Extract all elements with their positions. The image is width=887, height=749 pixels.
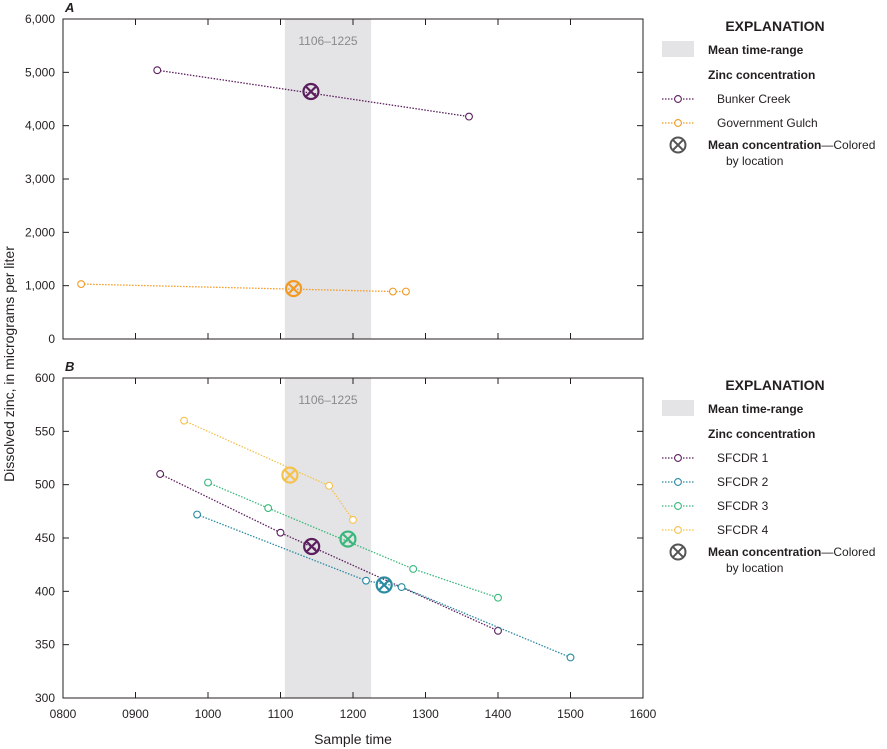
y-tick-label: 6,000 [25, 12, 55, 26]
data-point [567, 654, 574, 661]
legend-mean-concentration-label: Mean concentration—Colored [708, 545, 875, 559]
legend-mean-concentration-label: Mean concentration—Colored [708, 138, 875, 152]
legend-mean-range-label: Mean time-range [708, 402, 804, 416]
legend-series-label: SFCDR 2 [717, 475, 769, 489]
data-point [265, 505, 272, 512]
data-point [410, 566, 417, 573]
legend-group-title: Zinc concentration [708, 68, 815, 82]
x-axis-title: Sample time [314, 731, 392, 747]
zinc-concentration-figure: Dissolved zinc, in micrograms per liter … [0, 0, 887, 749]
y-tick-label: 5,000 [25, 65, 55, 79]
legend-series-point [675, 120, 682, 127]
legend-series-point [675, 455, 682, 462]
legend-series-label: SFCDR 1 [717, 451, 769, 465]
y-tick-label: 2,000 [25, 225, 55, 239]
data-point [181, 417, 188, 424]
legend-swatch-mean-range [662, 41, 694, 57]
panel-letter: A [64, 0, 74, 15]
data-point [154, 67, 161, 74]
legend: EXPLANATION Mean time-range Zinc concentra… [662, 377, 875, 575]
x-tick-label: 0800 [50, 707, 77, 721]
x-tick-label: 1000 [195, 707, 222, 721]
legend-series-point [675, 527, 682, 534]
legend-title: EXPLANATION [725, 18, 824, 34]
y-tick-label: 400 [35, 584, 55, 598]
y-tick-label: 300 [35, 691, 55, 705]
data-point [398, 584, 405, 591]
x-tick-label: 0900 [122, 707, 149, 721]
data-point [389, 288, 396, 295]
legend-mean-concentration-label-line2: by location [726, 154, 783, 168]
x-tick-label: 1400 [485, 707, 512, 721]
legend-swatch-mean-range [662, 400, 694, 416]
legend: EXPLANATION Mean time-range Zinc concentra… [662, 18, 875, 168]
mean-time-range-band [285, 378, 371, 698]
data-point [277, 529, 284, 536]
panel-b: 1106–1225 300 350 400 450 500 550 600 0800 0900 10… [35, 359, 875, 721]
legend-series-point [675, 503, 682, 510]
panel-letter: B [65, 359, 74, 374]
data-point [326, 482, 333, 489]
mean-time-range-label: 1106–1225 [298, 34, 358, 48]
y-tick-label: 350 [35, 638, 55, 652]
x-tick-label: 1600 [630, 707, 657, 721]
mean-time-range-label: 1106–1225 [298, 393, 358, 407]
x-tick-label: 1300 [412, 707, 439, 721]
legend-group-title: Zinc concentration [708, 427, 815, 441]
legend-series-point [675, 479, 682, 486]
legend-series-label: Government Gulch [717, 116, 818, 130]
y-tick-label: 1,000 [25, 279, 55, 293]
legend-series-label: Bunker Creek [717, 92, 791, 106]
x-tick-label: 1100 [268, 707, 294, 721]
legend-mean-concentration-label-line2: by location [726, 561, 783, 575]
y-tick-label: 600 [35, 371, 55, 385]
data-point [78, 281, 85, 288]
legend-series-point [675, 96, 682, 103]
data-point [194, 511, 201, 518]
legend-mean-marker-icon [671, 545, 686, 560]
y-axis-title: Dissolved zinc, in micrograms per liter [1, 246, 17, 482]
x-tick-label: 1200 [340, 707, 367, 721]
legend-series-label: SFCDR 4 [717, 523, 769, 537]
y-tick-label: 3,000 [25, 172, 55, 186]
y-tick-label: 500 [35, 478, 55, 492]
data-point [403, 288, 410, 295]
x-tick-label: 1500 [557, 707, 584, 721]
legend-mean-range-label: Mean time-range [708, 43, 804, 57]
data-point [350, 516, 357, 523]
data-point [205, 479, 212, 486]
data-point [466, 113, 473, 120]
y-tick-label: 450 [35, 531, 55, 545]
y-tick-label: 4,000 [25, 119, 55, 133]
panel-a: 1106–1225 0 1,000 2,000 3,000 4,000 5,000 6,000… [25, 0, 875, 346]
data-point [363, 577, 370, 584]
legend-mean-marker-icon [671, 138, 686, 153]
series-sfcdr-2 [194, 511, 574, 661]
legend-series-label: SFCDR 3 [717, 499, 769, 513]
y-tick-label: 550 [35, 424, 55, 438]
data-point [495, 594, 502, 601]
legend-title: EXPLANATION [725, 377, 824, 393]
y-tick-label: 0 [48, 332, 55, 346]
data-point [157, 471, 164, 478]
